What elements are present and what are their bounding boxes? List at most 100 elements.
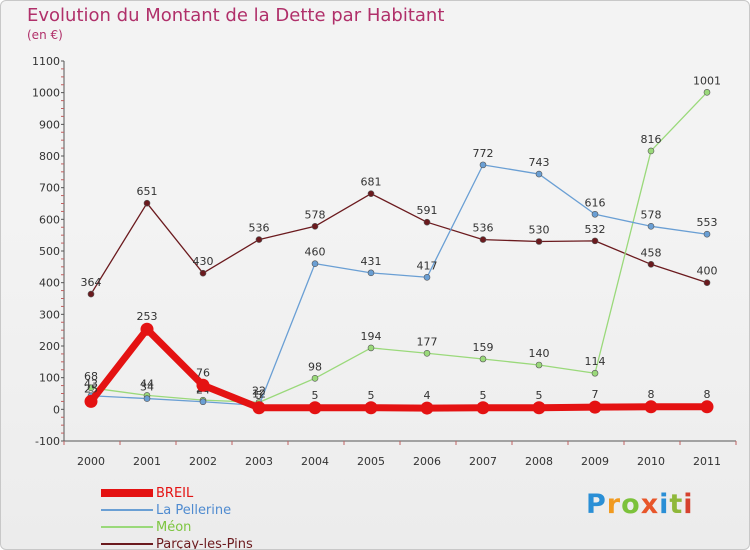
- x-tick-label: 2011: [693, 455, 721, 468]
- data-point: [423, 273, 431, 281]
- data-label: 177: [417, 335, 438, 348]
- data-label: 76: [196, 366, 210, 379]
- data-label: 536: [249, 222, 270, 235]
- data-point: [311, 260, 319, 267]
- data-label: 1001: [693, 74, 721, 87]
- data-point: [87, 384, 95, 392]
- data-point: [252, 401, 266, 415]
- data-label: 159: [473, 341, 494, 354]
- x-tick-label: 2000: [77, 455, 105, 468]
- y-tick-label: -100: [35, 435, 60, 448]
- data-label: 25: [84, 382, 98, 395]
- series-line: [87, 325, 711, 412]
- data-point: [535, 361, 543, 369]
- x-tick-label: 2005: [357, 455, 385, 468]
- chart-title: Evolution du Montant de la Dette par Hab…: [27, 5, 445, 26]
- data-label: 431: [361, 255, 382, 268]
- data-label: 400: [697, 265, 718, 278]
- data-point: [140, 322, 154, 336]
- data-point: [588, 400, 602, 414]
- data-point: [647, 147, 655, 155]
- data-point: [647, 223, 655, 230]
- y-tick-label: 0: [53, 403, 60, 416]
- y-tick-label: 500: [39, 245, 60, 258]
- data-label: 22: [252, 384, 266, 397]
- data-label: 364: [81, 276, 102, 289]
- x-tick-label: 2002: [189, 455, 217, 468]
- y-tick-label: 900: [39, 118, 60, 131]
- legend-swatch: [101, 543, 153, 545]
- data-label: 68: [84, 370, 98, 383]
- data-point: [535, 170, 543, 178]
- x-tick-label: 2007: [469, 455, 497, 468]
- data-point: [87, 290, 95, 298]
- legend-swatch: [101, 526, 153, 528]
- y-tick-label: 100: [39, 372, 60, 385]
- y-tick-label: 200: [39, 340, 60, 353]
- data-point: [423, 349, 431, 357]
- data-label: 578: [641, 208, 662, 221]
- x-tick-label: 2004: [301, 455, 329, 468]
- x-tick-label: 2006: [413, 455, 441, 468]
- data-point: [84, 394, 98, 408]
- data-label: 98: [308, 360, 322, 373]
- data-point: [143, 199, 151, 207]
- data-point: [591, 237, 599, 245]
- data-point: [367, 190, 375, 197]
- legend-label: La Pellerine: [156, 503, 232, 518]
- data-point: [199, 398, 207, 406]
- data-label: 681: [361, 176, 382, 189]
- data-point: [700, 400, 714, 414]
- data-point: [255, 236, 263, 243]
- data-point: [535, 238, 543, 245]
- data-label: 4: [424, 389, 431, 402]
- data-label: 140: [529, 347, 550, 360]
- x-tick-label: 2008: [525, 455, 553, 468]
- data-label: 591: [417, 204, 438, 217]
- data-point: [308, 401, 322, 415]
- data-label: 8: [648, 388, 655, 401]
- data-label: 460: [305, 246, 326, 259]
- x-tick-label: 2009: [581, 455, 609, 468]
- legend-label: Méon: [156, 520, 192, 535]
- x-tick-label: 2003: [245, 455, 273, 468]
- legend-swatch: [101, 489, 153, 497]
- data-point: [311, 223, 319, 230]
- series-line: [90, 193, 708, 295]
- data-point: [143, 395, 151, 402]
- data-label: 578: [305, 208, 326, 221]
- data-label: 536: [473, 222, 494, 235]
- data-label: 772: [473, 147, 494, 160]
- y-tick-label: 600: [39, 213, 60, 226]
- data-label: 12: [252, 388, 266, 401]
- data-label: 5: [312, 389, 319, 402]
- data-label: 5: [536, 389, 543, 402]
- data-point: [367, 344, 375, 352]
- data-label: 8: [704, 388, 711, 401]
- data-point: [423, 218, 431, 226]
- proxiti-logo: Proxiti: [586, 489, 694, 520]
- data-point: [703, 89, 711, 96]
- data-point: [367, 269, 375, 277]
- legend-label: Parçay-les-Pins: [156, 537, 253, 550]
- data-point: [311, 374, 319, 382]
- y-tick-label: 1100: [32, 55, 60, 68]
- data-point: [532, 401, 546, 415]
- data-point: [196, 378, 210, 392]
- data-label: 114: [585, 355, 606, 368]
- data-label: 194: [361, 330, 382, 343]
- data-point: [420, 401, 434, 415]
- data-point: [479, 355, 487, 363]
- data-label: 530: [529, 224, 550, 237]
- y-tick-label: 800: [39, 150, 60, 163]
- data-point: [644, 400, 658, 414]
- legend-swatch: [101, 509, 153, 511]
- data-label: 651: [137, 185, 158, 198]
- data-label: 43: [84, 378, 98, 391]
- data-point: [199, 269, 207, 277]
- data-point: [591, 210, 599, 218]
- data-label: 5: [480, 389, 487, 402]
- data-label: 5: [256, 389, 263, 402]
